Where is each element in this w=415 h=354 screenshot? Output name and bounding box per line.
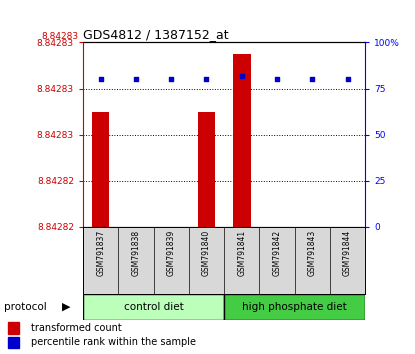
Bar — [233, 54, 251, 227]
Bar — [198, 112, 215, 227]
Text: GSM791838: GSM791838 — [132, 230, 140, 276]
Point — [203, 76, 210, 82]
Text: transformed count: transformed count — [31, 323, 121, 333]
Text: GSM791842: GSM791842 — [273, 230, 281, 276]
Text: GDS4812 / 1387152_at: GDS4812 / 1387152_at — [83, 28, 229, 41]
Text: percentile rank within the sample: percentile rank within the sample — [31, 337, 195, 347]
Point — [309, 76, 315, 82]
Text: GSM791839: GSM791839 — [167, 230, 176, 276]
Text: GSM791837: GSM791837 — [96, 230, 105, 276]
Bar — [8, 322, 19, 334]
Text: protocol: protocol — [4, 302, 47, 312]
Bar — [92, 112, 110, 227]
Text: 8.84283: 8.84283 — [42, 32, 79, 41]
Text: control diet: control diet — [124, 302, 183, 312]
Text: GSM791841: GSM791841 — [237, 230, 246, 276]
Point — [238, 73, 245, 79]
Point — [97, 76, 104, 82]
Point — [344, 76, 351, 82]
Text: GSM791844: GSM791844 — [343, 230, 352, 276]
Bar — [8, 337, 19, 348]
Point — [133, 76, 139, 82]
Text: GSM791843: GSM791843 — [308, 230, 317, 276]
Text: high phosphate diet: high phosphate diet — [242, 302, 347, 312]
Text: ▶: ▶ — [62, 302, 71, 312]
Point — [168, 76, 174, 82]
Bar — [224, 294, 365, 320]
Text: GSM791840: GSM791840 — [202, 230, 211, 276]
Point — [274, 76, 281, 82]
Bar — [83, 294, 224, 320]
